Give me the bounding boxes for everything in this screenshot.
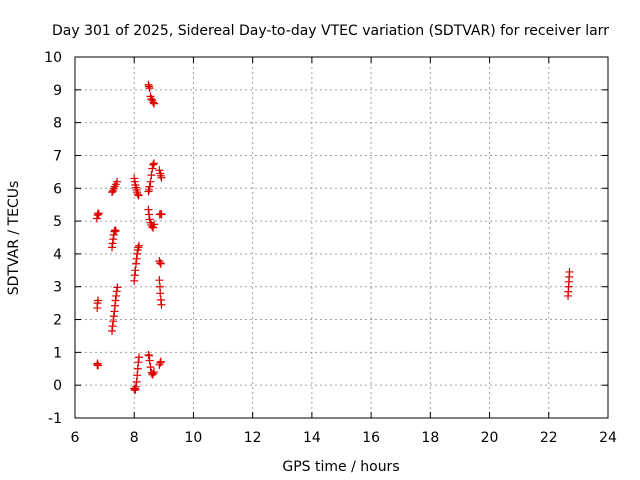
data-point: [146, 177, 155, 186]
data-point: [111, 226, 120, 235]
data-point: [134, 353, 143, 362]
data-point: [133, 190, 142, 199]
y-tick-label: 5: [53, 214, 62, 230]
plot-frame: [74, 56, 609, 419]
x-tick-label: 22: [540, 430, 558, 446]
data-point: [145, 84, 154, 93]
data-point: [150, 159, 159, 168]
data-point: [146, 363, 155, 372]
data-point: [147, 171, 156, 180]
data-point: [94, 361, 103, 370]
x-tick-label: 16: [362, 430, 380, 446]
y-tick-label: 2: [53, 313, 62, 329]
data-point: [157, 300, 166, 309]
y-tick-label: 1: [53, 345, 62, 361]
data-point: [148, 96, 157, 105]
y-tick-label: -1: [48, 411, 62, 427]
data-point: [149, 160, 158, 169]
x-tick-label: 18: [421, 430, 439, 446]
data-point: [134, 241, 143, 250]
data-point: [94, 209, 103, 218]
data-point: [157, 210, 166, 219]
data-point: [149, 98, 158, 107]
y-tick-label: 6: [53, 181, 62, 197]
chart-title: Day 301 of 2025, Sidereal Day-to-day VTE…: [52, 23, 609, 39]
data-point: [565, 267, 574, 276]
grid-lines: [75, 57, 608, 418]
y-tick-label: 7: [53, 148, 62, 164]
data-point: [150, 368, 159, 377]
x-tick-label: 10: [185, 430, 203, 446]
y-tick-label: 3: [53, 280, 62, 296]
x-tick-label: 14: [303, 430, 321, 446]
x-tick-label: 12: [244, 430, 262, 446]
data-point: [108, 188, 117, 197]
data-point: [155, 360, 164, 369]
data-point: [145, 356, 154, 365]
data-points: [92, 80, 574, 395]
y-tick-label: 4: [53, 247, 62, 263]
data-point: [150, 220, 159, 229]
tick-marks: [74, 56, 609, 419]
data-point: [157, 173, 166, 182]
data-point: [113, 283, 122, 292]
data-point: [145, 182, 154, 191]
data-point: [149, 369, 158, 378]
data-point: [94, 296, 103, 305]
data-point: [149, 223, 158, 232]
data-point: [145, 215, 154, 224]
x-tick-label: 6: [71, 430, 80, 446]
data-point: [156, 259, 165, 268]
data-point: [134, 191, 143, 200]
y-tick-label: 8: [53, 116, 62, 132]
x-tick-label: 24: [599, 430, 617, 446]
data-point: [110, 226, 119, 235]
data-point: [155, 166, 164, 175]
data-point: [147, 95, 156, 104]
y-axis-label: SDTVAR / TECUs: [6, 181, 22, 296]
data-point: [113, 177, 122, 186]
y-tick-label: 9: [53, 83, 62, 99]
x-tick-label: 8: [130, 430, 139, 446]
y-tick-label: 0: [53, 378, 62, 394]
data-point: [108, 186, 117, 195]
data-point: [150, 99, 159, 108]
data-point: [148, 164, 157, 173]
x-axis-label: GPS time / hours: [282, 459, 399, 475]
x-tick-label: 20: [481, 430, 499, 446]
y-tick-label: 10: [44, 50, 62, 66]
data-point: [156, 357, 165, 366]
